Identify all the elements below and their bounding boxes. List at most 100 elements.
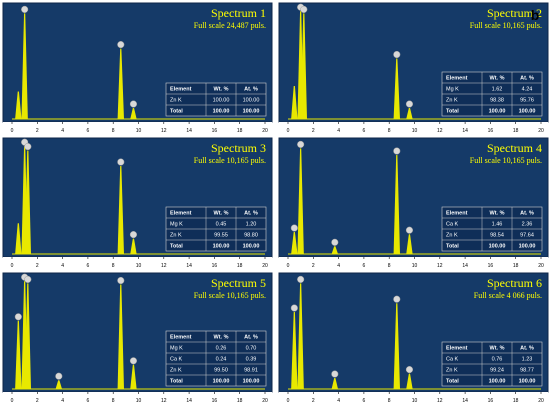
table-header-cell: Wt. %	[214, 335, 229, 341]
table-cell: 1.20	[246, 222, 257, 228]
full-scale-label: Full scale 10,165 puls.	[194, 291, 266, 300]
x-tick-label: 20	[538, 398, 544, 404]
x-tick-label: 6	[87, 398, 90, 404]
spectrum-title: Spectrum 3	[211, 141, 266, 155]
x-tick-label: 20	[262, 398, 268, 404]
x-tick-label: 18	[237, 128, 243, 134]
table-cell: 100.00	[213, 109, 230, 115]
spectrum-peak	[393, 155, 400, 254]
spectrum-title: Spectrum 6	[487, 276, 542, 290]
x-tick-label: 2	[36, 398, 39, 404]
full-scale-label: Full scale 10,165 puls.	[194, 156, 266, 165]
spectrum-peak	[15, 320, 22, 389]
spectrum-peak	[15, 223, 22, 254]
composition-table: Element Wt. % At. % Zn K 100.00 100.00 Total 10…	[165, 82, 267, 117]
x-tick-label: 14	[462, 263, 468, 269]
x-tick-label: 0	[287, 128, 290, 134]
table-header-cell: At. %	[244, 87, 258, 93]
composition-table: Element Wt. % At. % Ca K 1.46 2.36 Zn K 98.54 97…	[441, 206, 543, 252]
peak-label-marker	[405, 100, 413, 108]
table-cell: 100.00	[489, 244, 506, 250]
spectrum-peak	[291, 86, 298, 119]
spectrum-title: Spectrum 5	[211, 276, 266, 290]
x-tick-label: 10	[412, 263, 418, 269]
spectrum-peak	[393, 303, 400, 389]
full-scale-label: Full scale 10,165 puls.	[470, 156, 542, 165]
spectrum-peak	[55, 380, 63, 389]
spectrum-peak	[331, 246, 339, 254]
x-tick-label: 2	[312, 398, 315, 404]
table-cell: 1.62	[492, 87, 503, 93]
table-cell: 0.45	[216, 222, 227, 228]
table-cell: 95.76	[520, 98, 534, 104]
spectrum-peak	[130, 108, 137, 119]
x-tick-label: 14	[462, 398, 468, 404]
peak-label-marker	[24, 143, 32, 151]
x-tick-label: 8	[388, 128, 391, 134]
table-cell: 100.00	[243, 244, 260, 250]
spectrum-peak	[130, 364, 137, 389]
x-tick-label: 2	[312, 128, 315, 134]
peak-label-marker	[129, 100, 137, 108]
table-header-cell: Element	[446, 211, 468, 217]
x-tick-label: 16	[488, 263, 494, 269]
spectrum-peak	[291, 312, 298, 389]
table-cell: Total	[446, 109, 459, 115]
table-cell: 0.70	[246, 346, 257, 352]
table-cell: Total	[446, 379, 459, 385]
x-tick-label: 10	[136, 263, 142, 269]
spectrum-peak	[300, 13, 308, 119]
peak-label-marker	[129, 231, 137, 239]
x-tick-label: 12	[437, 128, 443, 134]
full-scale-label: Full scale 24,487 puls.	[194, 21, 266, 30]
table-cell: Zn K	[446, 98, 458, 104]
peak-label-marker	[393, 50, 401, 59]
x-tick-label: 4	[337, 398, 340, 404]
x-tick-label: 12	[437, 263, 443, 269]
table-cell: 100.00	[489, 379, 506, 385]
table-cell: 2.36	[522, 222, 533, 228]
table-cell: 98.91	[244, 368, 258, 374]
table-cell: Ca K	[446, 222, 459, 228]
x-tick-label: 0	[287, 263, 290, 269]
table-cell: Mg K	[170, 222, 183, 228]
table-cell: 98.80	[244, 233, 258, 239]
x-tick-label: 20	[262, 263, 268, 269]
axis-strip	[279, 392, 548, 404]
x-tick-label: 4	[61, 398, 64, 404]
table-header-cell: At. %	[244, 211, 258, 217]
spectrum-title: Spectrum 2	[487, 6, 542, 20]
x-tick-label: 8	[388, 398, 391, 404]
x-tick-label: 18	[513, 263, 519, 269]
peak-label-marker	[300, 5, 308, 13]
table-cell: Ca K	[170, 357, 183, 363]
table-header-cell: At. %	[244, 335, 258, 341]
table-cell: 100.00	[243, 98, 260, 104]
x-tick-label: 6	[363, 128, 366, 134]
x-tick-label: 8	[388, 263, 391, 269]
spectrum-peak	[291, 232, 298, 254]
composition-table: Element Wt. % At. % Mg K 0.45 1.20 Zn K 99.55 98…	[165, 206, 267, 252]
x-tick-label: 0	[11, 128, 14, 134]
table-cell: Mg K	[170, 346, 183, 352]
x-tick-label: 6	[87, 263, 90, 269]
table-header-cell: Wt. %	[490, 346, 505, 352]
table-cell: 98.38	[490, 98, 504, 104]
table-cell: 0.39	[246, 357, 257, 363]
x-tick-label: 20	[538, 128, 544, 134]
spectrum-title: Spectrum 4	[487, 141, 542, 155]
full-scale-label: Full scale 4 066 puls.	[474, 291, 542, 300]
x-tick-label: 16	[212, 263, 218, 269]
peak-label-marker	[290, 304, 298, 312]
spectrum-peak	[297, 283, 304, 389]
x-tick-label: 8	[112, 398, 115, 404]
table-cell: Zn K	[170, 98, 182, 104]
table-cell: 98.54	[490, 233, 504, 239]
x-tick-label: 4	[337, 263, 340, 269]
x-tick-label: 12	[437, 398, 443, 404]
x-tick-label: 14	[186, 398, 192, 404]
